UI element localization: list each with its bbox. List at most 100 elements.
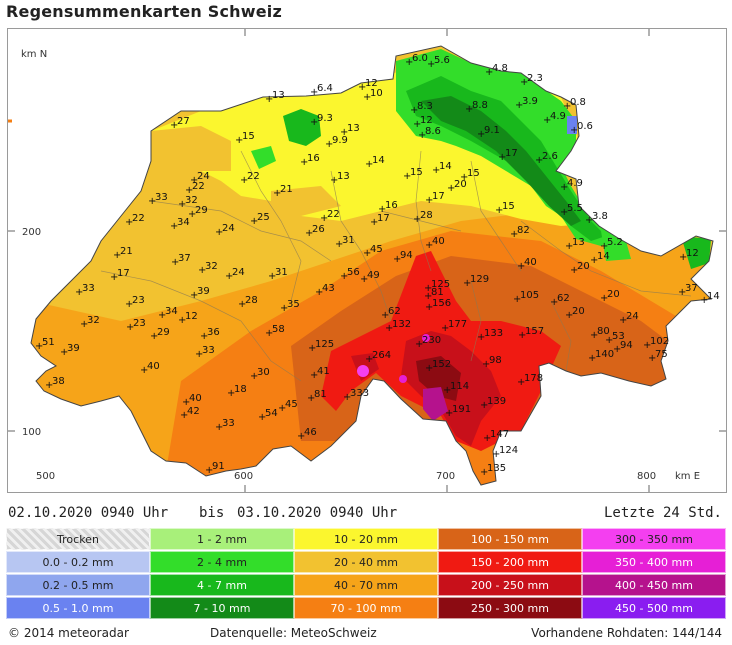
station-marker: + bbox=[358, 82, 366, 93]
station-marker: + bbox=[363, 92, 371, 103]
station-label: 9.9 bbox=[332, 135, 348, 146]
station-label: 9.1 bbox=[484, 125, 500, 136]
station-label: 114 bbox=[450, 381, 469, 392]
precipitation-map[interactable]: km N 200 100 500 600 700 800 km E +6.0+5… bbox=[8, 29, 726, 492]
station-value: +114 bbox=[443, 381, 469, 396]
station-marker: + bbox=[443, 385, 451, 396]
station-value: +157 bbox=[518, 326, 544, 341]
station-value: +33 bbox=[195, 345, 215, 360]
station-label: 29 bbox=[195, 205, 208, 216]
station-value: +177 bbox=[441, 319, 467, 334]
station-value: +9.9 bbox=[325, 135, 348, 150]
station-marker: + bbox=[515, 100, 523, 111]
station-value: +29 bbox=[188, 205, 208, 220]
station-marker: + bbox=[273, 188, 281, 199]
station-marker: + bbox=[310, 117, 318, 128]
station-marker: + bbox=[190, 290, 198, 301]
station-value: +2.3 bbox=[520, 73, 543, 88]
station-label: 14 bbox=[597, 251, 610, 262]
station-marker: + bbox=[330, 175, 338, 186]
north-axis-label: km N bbox=[21, 49, 47, 60]
station-label: 24 bbox=[222, 223, 235, 234]
station-label: 22 bbox=[132, 213, 145, 224]
station-marker: + bbox=[385, 323, 393, 334]
station-marker: + bbox=[307, 393, 315, 404]
station-label: 4.9 bbox=[550, 111, 566, 122]
station-marker: + bbox=[250, 371, 258, 382]
station-value: +24 bbox=[215, 223, 235, 238]
station-label: 20 bbox=[607, 289, 620, 300]
station-value: +4.9 bbox=[543, 111, 566, 126]
station-value: +81 bbox=[424, 287, 444, 302]
station-label: 20 bbox=[577, 261, 590, 272]
station-value: +23 bbox=[126, 318, 146, 333]
station-label: 177 bbox=[448, 319, 467, 330]
station-marker: + bbox=[424, 291, 432, 302]
station-marker: + bbox=[381, 310, 389, 321]
station-value: +21 bbox=[113, 246, 133, 261]
station-marker: + bbox=[424, 283, 432, 294]
station-marker: + bbox=[45, 380, 53, 391]
station-marker: + bbox=[265, 328, 273, 339]
station-label: 33 bbox=[222, 418, 235, 429]
legend-item: 0.2 - 0.5 mm bbox=[6, 574, 150, 596]
station-label: 191 bbox=[452, 404, 471, 415]
station-marker: + bbox=[325, 139, 333, 150]
station-marker: + bbox=[363, 248, 371, 259]
map-frame[interactable]: km N 200 100 500 600 700 800 km E +6.0 +5… bbox=[7, 28, 727, 493]
station-value: +18 bbox=[227, 384, 247, 399]
station-value: +54 bbox=[258, 408, 278, 423]
station-label: 31 bbox=[275, 267, 288, 278]
station-value: +32 bbox=[198, 261, 218, 276]
station-label: 40 bbox=[189, 393, 202, 404]
station-marker: + bbox=[125, 299, 133, 310]
station-label: 105 bbox=[520, 290, 539, 301]
station-label: 37 bbox=[178, 253, 191, 264]
station-label: 28 bbox=[245, 295, 258, 306]
station-value: +17 bbox=[425, 191, 445, 206]
station-label: 17 bbox=[505, 148, 518, 159]
station-label: 17 bbox=[377, 213, 390, 224]
station-label: 75 bbox=[655, 349, 668, 360]
station-marker: + bbox=[238, 299, 246, 310]
station-value: +34 bbox=[158, 306, 178, 321]
station-label: 139 bbox=[487, 396, 506, 407]
station-value: +22 bbox=[240, 171, 260, 186]
station-label: 12 bbox=[686, 248, 699, 259]
station-marker: + bbox=[60, 347, 68, 358]
station-value: +105 bbox=[513, 290, 539, 305]
station-value: +58 bbox=[265, 324, 285, 339]
station-label: 333 bbox=[350, 388, 369, 399]
raw-data-count: Vorhandene Rohdaten: 144/144 bbox=[531, 626, 722, 640]
time-to: 03.10.2020 0940 Uhr bbox=[237, 505, 398, 521]
station-value: +33 bbox=[148, 192, 168, 207]
legend-item: 10 - 20 mm bbox=[294, 528, 438, 550]
station-marker: + bbox=[570, 265, 578, 276]
station-marker: + bbox=[550, 297, 558, 308]
station-marker: + bbox=[405, 57, 413, 68]
station-marker: + bbox=[445, 408, 453, 419]
station-label: 23 bbox=[132, 295, 145, 306]
station-label: 54 bbox=[265, 408, 278, 419]
station-label: 5.5 bbox=[567, 203, 583, 214]
station-label: 41 bbox=[317, 366, 330, 377]
station-marker: + bbox=[378, 204, 386, 215]
station-label: 18 bbox=[234, 384, 247, 395]
station-marker: + bbox=[280, 303, 288, 314]
station-value: +5.2 bbox=[600, 237, 623, 252]
station-value: +22 bbox=[320, 209, 340, 224]
station-value: +10 bbox=[363, 88, 383, 103]
station-label: 34 bbox=[165, 306, 178, 317]
time-range-bar: 02.10.2020 0940 Uhr bis 03.10.2020 0940 … bbox=[0, 504, 732, 524]
station-marker: + bbox=[605, 335, 613, 346]
station-marker: + bbox=[335, 239, 343, 250]
station-value: +17 bbox=[370, 213, 390, 228]
station-value: +5.6 bbox=[427, 55, 450, 70]
station-label: 42 bbox=[187, 406, 200, 417]
station-label: 81 bbox=[431, 287, 444, 298]
station-marker: + bbox=[590, 330, 598, 341]
station-marker: + bbox=[679, 252, 687, 263]
station-value: +33 bbox=[75, 283, 95, 298]
station-marker: + bbox=[171, 257, 179, 268]
station-label: 157 bbox=[525, 326, 544, 337]
